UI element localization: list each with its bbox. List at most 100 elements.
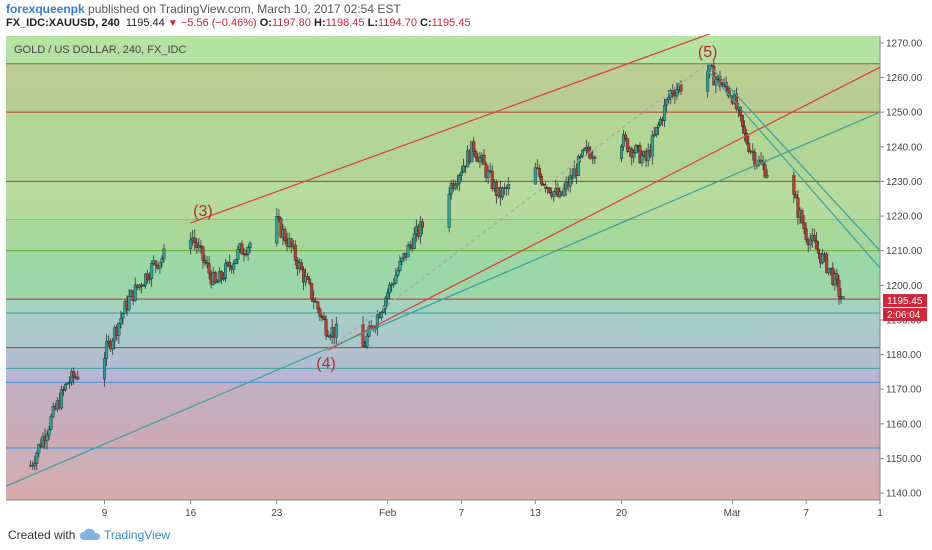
x-tick-label: 1 (877, 508, 883, 519)
candle-body (189, 239, 193, 250)
candle-body (299, 262, 303, 270)
candle-body (388, 284, 392, 294)
candle-body (453, 184, 457, 189)
candle-body (162, 248, 166, 259)
candle-body (158, 262, 162, 269)
fib-band (6, 63, 880, 113)
candle-body (587, 146, 591, 153)
candle-body (141, 285, 145, 287)
candle-body (457, 175, 461, 184)
candle-body (221, 278, 225, 280)
candle-body (41, 436, 45, 448)
x-tick-label: 9 (102, 508, 108, 519)
candle-body (792, 175, 796, 195)
price-change: −5.56 (−0.46%) (180, 17, 257, 29)
y-tick-label: 1140.00 (886, 489, 922, 500)
candle-body (316, 301, 320, 310)
candle-body (363, 346, 367, 348)
wave-label: (4) (316, 355, 336, 372)
candle-body (656, 124, 660, 128)
candle-body (654, 127, 658, 135)
candle-body (365, 335, 369, 347)
candle-body (61, 389, 65, 391)
candle-body (228, 262, 232, 267)
fib-band (6, 181, 880, 220)
candle-body (548, 187, 552, 193)
candle-body (814, 240, 818, 250)
price-axis: 1140.001150.001160.001170.001180.001190.… (879, 36, 923, 500)
candle-body (619, 146, 623, 159)
candle-body (568, 175, 572, 187)
candle-body (665, 99, 669, 106)
candle-body (675, 89, 679, 97)
publish-line: forexqueenpk published on TradingView.co… (6, 2, 401, 16)
candle-body (638, 145, 642, 164)
candle-body (160, 258, 164, 263)
brand-name: TradingView (104, 528, 171, 542)
fib-band (6, 347, 880, 369)
candle-body (632, 152, 636, 158)
candle-body (51, 405, 55, 417)
author-name[interactable]: forexqueenpk (6, 2, 85, 16)
candle-body (741, 115, 745, 127)
wave-labels: (3) (4) (5) (193, 44, 717, 373)
candle-body (219, 271, 223, 279)
high-label: H: (313, 17, 326, 29)
candle-body (581, 150, 585, 157)
fib-band (6, 382, 880, 449)
candle-body (804, 228, 808, 240)
candle-body (827, 267, 831, 273)
candle-body (447, 193, 451, 228)
x-tick-label: 7 (803, 508, 809, 519)
y-tick-label: 1260.00 (886, 73, 923, 84)
candle-body (328, 336, 332, 338)
candle-body (626, 138, 630, 152)
candle-body (361, 323, 365, 347)
y-tick-label: 1160.00 (886, 419, 922, 430)
candle-body (102, 358, 106, 380)
price-chart[interactable]: 1140.001150.001160.001170.001180.001190.… (0, 34, 932, 520)
candle-body (277, 216, 281, 219)
published-text: published on TradingView.com, March 10, … (88, 2, 401, 16)
candle-body (45, 434, 49, 442)
horizontal-levels (6, 63, 880, 449)
candle-body (33, 463, 37, 466)
candle-body (63, 384, 67, 390)
fib-band (6, 313, 880, 348)
candle-body (500, 187, 504, 198)
x-tick-label: Mar (724, 508, 742, 519)
fib-band (6, 299, 880, 314)
y-tick-label: 1200.00 (886, 281, 923, 292)
candle-body (154, 260, 158, 266)
candle-body (111, 340, 115, 350)
candle-body (455, 182, 459, 186)
time-axis: 9 16 23 Feb 7 13 20 Mar 7 1 (6, 499, 883, 519)
candle-body (406, 244, 410, 258)
candle-body (663, 104, 667, 121)
trendline (5, 111, 881, 487)
candle-body (66, 382, 70, 385)
candle-body (825, 253, 829, 273)
candle-body (650, 135, 654, 157)
candle-body (578, 156, 582, 158)
candle-body (215, 281, 219, 284)
close-value: 1195.45 (431, 17, 471, 29)
candle-body (224, 263, 228, 279)
candle-body (37, 443, 41, 454)
tradingview-logo[interactable]: TradingView (80, 526, 200, 544)
candle-body (244, 253, 248, 256)
candle-body (482, 154, 486, 165)
candle-body (283, 229, 287, 241)
candle-body (420, 221, 424, 228)
candle-body (76, 376, 80, 380)
down-triangle-icon: ▼ (167, 18, 178, 29)
candle-body (835, 273, 839, 281)
candle-body (486, 170, 490, 178)
candle-body (537, 168, 541, 177)
candle-body (679, 84, 683, 92)
footer: Created with TradingView (0, 520, 932, 550)
x-tick-label: 16 (185, 508, 197, 519)
candle-body (743, 126, 747, 134)
candle-body (462, 165, 466, 173)
candle-body (652, 134, 656, 137)
